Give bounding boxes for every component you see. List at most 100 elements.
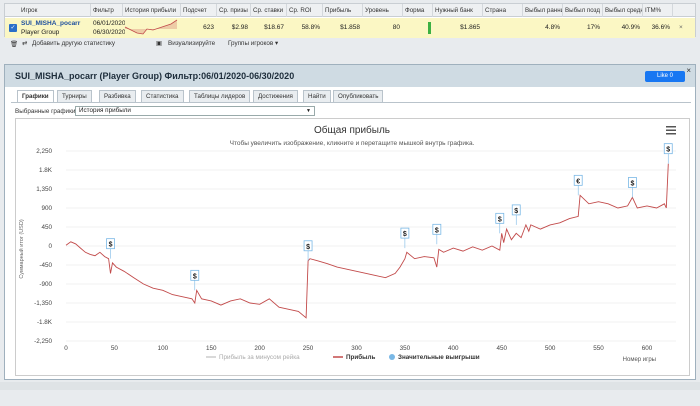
visualize-button[interactable]: Визуализируйте xyxy=(168,40,216,47)
menu-icon[interactable] xyxy=(666,126,676,135)
legend-net-profit[interactable]: Прибыль за минусом рейка xyxy=(219,353,300,361)
col-player[interactable]: Игрок xyxy=(19,4,91,17)
tab-find[interactable]: Найти xyxy=(303,90,331,102)
x-tick-label: 550 xyxy=(593,345,604,352)
col-count[interactable]: Подсчет xyxy=(181,4,217,17)
col-country[interactable]: Страна xyxy=(483,4,523,17)
col-itm[interactable]: ITM% xyxy=(643,4,673,17)
player-group-label: Player Group xyxy=(21,29,60,36)
big-win-marker[interactable]: $ xyxy=(663,143,673,164)
player-cell: SUI_MISHA_pocarr Player Group xyxy=(21,19,91,37)
legend-wins-swatch xyxy=(389,354,395,360)
facebook-like-button[interactable]: Like 0 xyxy=(645,71,685,82)
legend-profit[interactable]: Прибыль xyxy=(346,353,376,361)
col-level[interactable]: Уровень xyxy=(363,4,403,17)
col-profit-history[interactable]: История прибыли xyxy=(123,4,181,17)
x-tick-label: 100 xyxy=(158,345,169,352)
x-axis-label: Номер игры xyxy=(623,357,656,363)
col-profit[interactable]: Прибыль xyxy=(323,4,363,17)
player-groups-label: Группы игроков xyxy=(228,40,274,47)
like-label: Like 0 xyxy=(656,73,673,79)
remove-row-button[interactable]: × xyxy=(679,24,683,31)
col-avg-prize[interactable]: Ср. призы xyxy=(217,4,251,17)
x-tick-label: 300 xyxy=(351,345,362,352)
row-checkbox[interactable]: ✓ xyxy=(9,24,17,32)
chart-container[interactable]: Общая прибыль Чтобы увеличить изображени… xyxy=(15,118,690,376)
big-win-marker[interactable]: $ xyxy=(190,269,200,291)
avg-roi-cell: 58.8% xyxy=(301,24,320,31)
y-axis-label: Суммарный итог (USD) xyxy=(18,219,25,278)
big-win-label: € xyxy=(576,178,580,185)
chart-grid xyxy=(66,150,676,342)
tab-tournaments[interactable]: Турниры xyxy=(57,90,92,102)
y-tick-label: -900 xyxy=(39,281,52,288)
trash-icon[interactable]: 🗑 xyxy=(10,41,18,48)
chart-select[interactable]: История прибыли ▼ xyxy=(75,106,315,116)
x-tick-label: 250 xyxy=(303,345,314,352)
col-filter[interactable]: Фильтр xyxy=(91,4,123,17)
big-win-marker[interactable]: $ xyxy=(495,212,505,234)
big-win-marker[interactable]: $ xyxy=(106,238,115,259)
panel-title: SUI_MISHA_pocarr (Player Group) Фильтр:0… xyxy=(15,71,295,81)
big-win-marker[interactable]: $ xyxy=(628,177,637,198)
col-bankroll[interactable]: Нужный банк xyxy=(433,4,483,17)
col-late-out[interactable]: Выбыл позд xyxy=(563,4,603,17)
bankroll-cell: $1.865 xyxy=(460,24,480,31)
tab-leaderboards[interactable]: Таблицы лидеров xyxy=(189,90,251,102)
chart-subtitle: Чтобы увеличить изображение, кликните и … xyxy=(230,139,475,147)
legend-big-wins[interactable]: Значительные выигрыши xyxy=(398,354,480,361)
avg-prize-cell: $2.98 xyxy=(231,24,248,31)
select-label: Выбранные графики: xyxy=(15,108,78,115)
tab-breakdown[interactable]: Разбивка xyxy=(99,90,136,102)
stats-table-header: Игрок Фильтр История прибыли Подсчет Ср.… xyxy=(5,4,695,17)
add-stat-icon: ⇄ xyxy=(22,40,28,47)
big-win-marker[interactable]: $ xyxy=(511,204,521,225)
big-win-badge xyxy=(106,238,115,250)
big-win-label: $ xyxy=(514,208,518,215)
avg-stake-cell: $18.67 xyxy=(264,24,284,31)
chart-title: Общая прибыль xyxy=(314,124,390,136)
col-avg-stake[interactable]: Ср. ставки xyxy=(251,4,287,17)
y-tick-label: 1,350 xyxy=(36,186,52,193)
big-win-badge xyxy=(663,143,673,155)
close-icon[interactable]: × xyxy=(686,66,691,75)
panel-header: SUI_MISHA_pocarr (Player Group) Фильтр:0… xyxy=(5,65,695,87)
x-tick-label: 0 xyxy=(64,345,68,352)
y-tick-label: 0 xyxy=(48,243,52,250)
big-win-label: $ xyxy=(193,273,197,280)
tab-statistics[interactable]: Статистика xyxy=(141,90,184,102)
stats-table: Игрок Фильтр История прибыли Подсчет Ср.… xyxy=(4,3,696,38)
tab-achievements[interactable]: Достижения xyxy=(253,90,298,102)
player-groups-dropdown[interactable]: Группы игроков ▾ xyxy=(228,40,279,47)
col-form[interactable]: Форма xyxy=(403,4,433,17)
level-cell: 80 xyxy=(392,24,400,31)
big-win-label: $ xyxy=(109,242,113,249)
profit-cell: $1.858 xyxy=(340,24,360,31)
big-win-label: $ xyxy=(435,227,439,234)
table-row[interactable]: ✓ SUI_MISHA_pocarr Player Group 06/01/20… xyxy=(5,18,695,38)
chevron-down-icon: ▼ xyxy=(306,108,311,114)
y-tick-label: 450 xyxy=(41,224,52,231)
chart-select-value: История прибыли xyxy=(79,107,131,114)
horizontal-scrollbar[interactable] xyxy=(0,382,700,390)
tab-charts[interactable]: Графики xyxy=(17,90,54,102)
big-win-label: $ xyxy=(666,147,670,154)
profit-chart[interactable]: Общая прибыль Чтобы увеличить изображени… xyxy=(16,119,689,375)
col-early-out[interactable]: Выбыл ранний xyxy=(523,4,563,17)
add-stat-button[interactable]: Добавить другую статистику xyxy=(32,40,116,47)
tab-publish[interactable]: Опубликовать xyxy=(333,90,384,102)
col-avg-roi[interactable]: Ср. ROI xyxy=(287,4,323,17)
visualize-icon: ▣ xyxy=(156,40,162,47)
big-win-marker[interactable]: € xyxy=(573,174,583,196)
big-win-badge xyxy=(573,174,583,186)
y-tick-label: 2,250 xyxy=(36,148,52,155)
y-tick-label: 900 xyxy=(41,205,52,212)
player-name-link[interactable]: SUI_MISHA_pocarr xyxy=(21,20,81,27)
big-win-marker[interactable]: $ xyxy=(303,240,313,261)
big-win-marker[interactable]: $ xyxy=(400,227,410,249)
form-bar xyxy=(428,22,431,34)
big-win-marker[interactable]: $ xyxy=(432,223,442,245)
big-win-label: $ xyxy=(306,244,310,251)
filter-to: 06/30/2020 xyxy=(93,29,125,36)
col-mid-out[interactable]: Выбыл средний xyxy=(603,4,643,17)
